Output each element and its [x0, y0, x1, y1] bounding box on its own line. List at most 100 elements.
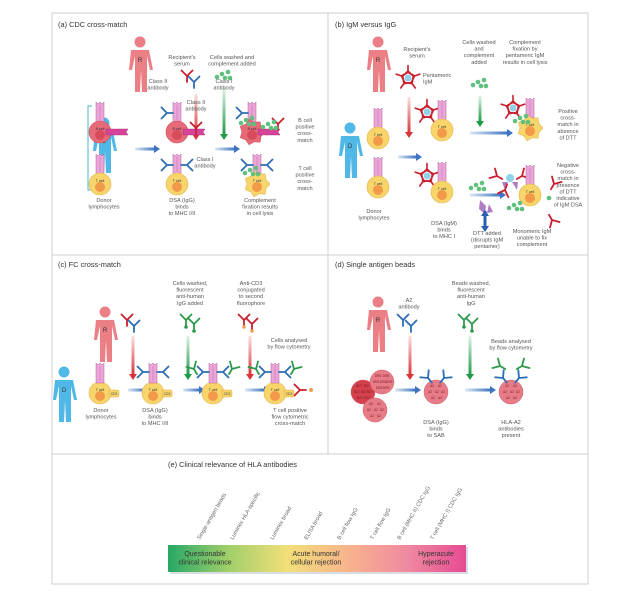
t-cell-icon: T cell [88, 381, 112, 405]
antibody-icon [228, 360, 241, 376]
wash-label: Cells washed and complement added [462, 40, 495, 66]
recipient-figure: R [367, 36, 391, 92]
t-cell-icon: T cell [201, 381, 225, 405]
bead-antigen-label: A2 [369, 402, 373, 406]
antibody-icon [497, 183, 510, 198]
assay-label: B cell flow IgG [337, 507, 360, 541]
cd3-marker-icon: CD3 [108, 389, 120, 398]
a2-antibody-label: A2 antibody [398, 298, 419, 311]
second-fluorophore-icon [250, 329, 254, 333]
antibody-icon [290, 360, 303, 376]
dtt-icon [479, 200, 493, 214]
dsa-binds-label: DSA (IgG) binds to MHC I/II [142, 408, 169, 427]
person-letter: D [348, 144, 353, 150]
dsa-binds-label: DSA (IgG) binds to SAB [423, 420, 449, 439]
recipient-figure: R [129, 36, 153, 92]
t-cell-icon: T cell [141, 381, 165, 405]
bead-antigen-label: A2 [510, 390, 514, 394]
antibody-icon [247, 360, 260, 376]
bead-antigen-label: A2 [377, 414, 381, 418]
cell-label: T cell [374, 133, 383, 137]
person-letter: R [103, 328, 108, 334]
complement-icon [214, 69, 233, 81]
bead-antigen-label: DR5 [375, 374, 382, 378]
cell-label: T cell [526, 190, 535, 194]
antibody-icon [258, 365, 272, 379]
dsa-binds-label: DSA (IgM) binds to MHC I [431, 221, 457, 240]
bead-antigen-label: DR5 [383, 374, 390, 378]
mhc-molecule-icon [525, 97, 535, 119]
serum-arrow-icon [129, 336, 137, 380]
bead-antigen-label: A2 [431, 396, 435, 400]
class2-antibody-icon [180, 69, 194, 83]
donor-lymphocytes-label: Donor lymphocytes [88, 198, 119, 211]
donor-figure: D [339, 122, 363, 178]
cd3-label: CD3 [111, 392, 118, 396]
wash-label: Beads washed, fluorescent anti-human IgG [452, 281, 491, 307]
fluorophore-icon [462, 325, 466, 329]
bead-antigen-label: B27 [357, 396, 363, 400]
cell-label: T cell [438, 125, 447, 129]
donor-lymphocytes-label: Donor lymphocytes [85, 408, 116, 421]
antibody-icon [515, 357, 531, 370]
person-letter: R [138, 58, 143, 64]
analysed-label: Cells analysed by flow cytometry [267, 338, 310, 351]
assay-label: Luminex HLA-specific [230, 491, 262, 541]
panel-e: (e) Clinical relevance of HLA antibodies… [168, 460, 468, 574]
antibody-icon [196, 365, 210, 379]
cd3-marker-icon: CD3 [161, 389, 173, 398]
antibody-icon [494, 369, 508, 384]
fluorophore-icon [192, 329, 196, 333]
zone-hyperacute: Hyperacute rejection [418, 551, 454, 567]
complement-icon [546, 195, 552, 201]
mhc-molecule-icon [373, 107, 383, 129]
b-cell-icon: B cell [165, 120, 189, 144]
wash-arrow-icon [466, 336, 474, 380]
cell-label: T cell [173, 179, 182, 183]
panel-a: (a) CDC cross-match Recipient's serum Cla… [58, 20, 314, 217]
bead-antigen-label: B27 [361, 390, 367, 394]
panel-d-title: (d) Single antigen beads [335, 260, 415, 269]
t-cell-icon: T cell [366, 175, 390, 199]
arrow-right-icon [215, 145, 240, 153]
antibody-icon [514, 369, 528, 384]
bead-antigen-label: A2 [505, 384, 509, 388]
panel-b-title: (b) IgM versus IgG [335, 20, 396, 29]
mhc-molecule-icon [208, 362, 218, 384]
mhc-molecule-icon [172, 153, 182, 175]
assay-labels: Single-antigen beads Luminex HLA-specific… [197, 486, 465, 541]
assay-label: ELISA broad [304, 511, 325, 541]
panel-c-title: (c) FC cross-match [58, 260, 121, 269]
t-cell-icon: T cell [366, 126, 390, 150]
positive-label: Positive cross-match in absence of DTT [557, 109, 578, 141]
mhc-molecule-icon [95, 101, 105, 123]
dsa-binds-label: DSA (IgG) binds to MHC I/II [169, 198, 196, 217]
antibody-icon [136, 365, 150, 379]
monomeric-label: Monomeric IgM unable to fix complement [513, 229, 552, 248]
cell-label: T cell [96, 388, 105, 392]
t-cell-icon: T cell [263, 381, 287, 405]
pentameric-label: Pentameric IgM [423, 73, 451, 86]
class1-antibody-icon [187, 75, 201, 89]
panel-d: (d) Single antigen beads A2 antibody Bead… [335, 260, 533, 439]
bead-antigen-label: A2 [435, 390, 439, 394]
anti-cd3-antibody-icon [237, 313, 251, 327]
antibody-icon [488, 167, 504, 180]
bead-antigen-label: A2 [516, 390, 520, 394]
bead-antigen-label: A2 [441, 390, 445, 394]
anti-cd3-antibody-icon [245, 317, 259, 331]
bead-antigen-label: A2 [374, 408, 378, 412]
negative-label: Negative cross-match in presence of DTT indi… [554, 163, 583, 209]
t-cell-icon: T cell [245, 171, 271, 197]
bead-antigen-label: DR5 [376, 386, 383, 390]
antibody-icon [185, 360, 198, 376]
antibody-icon [260, 158, 274, 172]
cell-label: B cell [173, 127, 182, 131]
complement-result-label: Complement fixation results in cell lysis [242, 198, 278, 217]
mhc-ii-bar-icon [105, 128, 129, 136]
assay-label: B cell (MHC II) CDC IgG [397, 486, 433, 541]
